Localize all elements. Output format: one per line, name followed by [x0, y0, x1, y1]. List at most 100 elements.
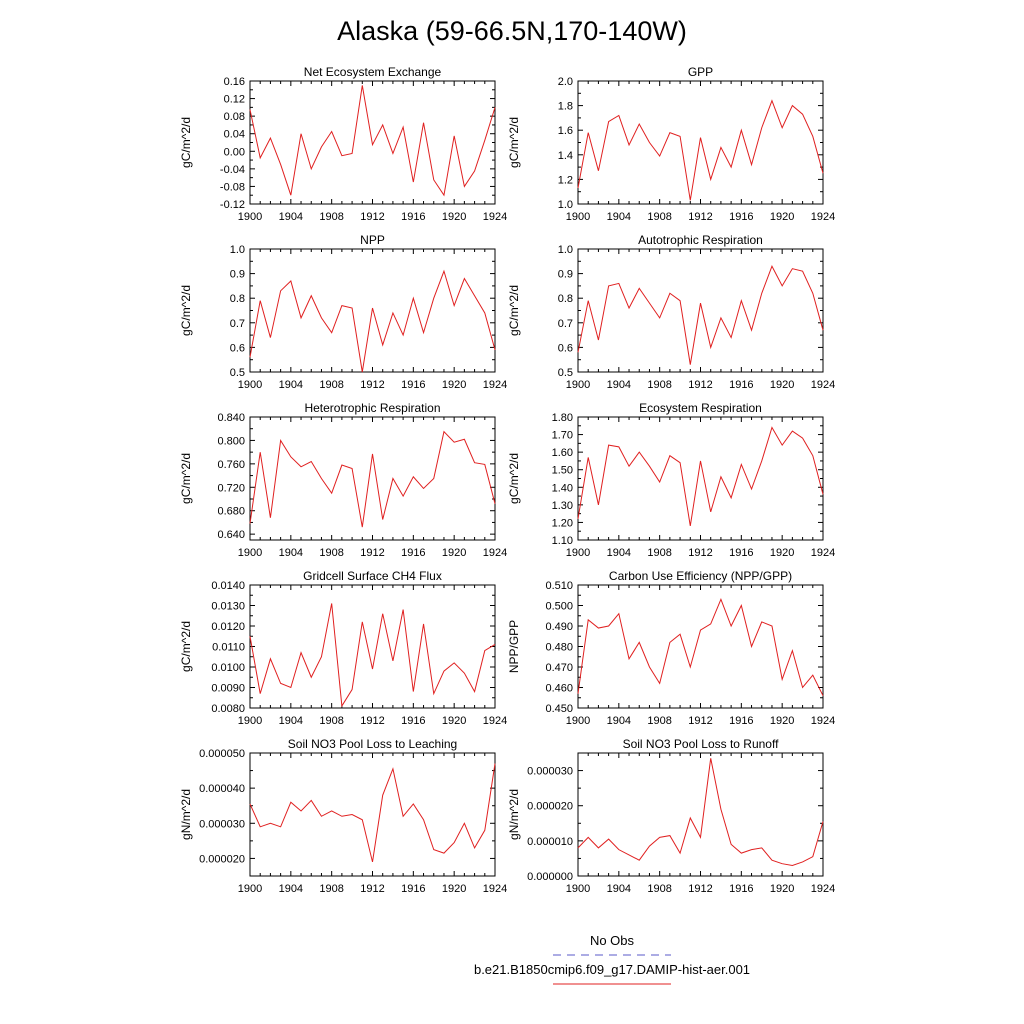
panel-10-frame [577, 752, 824, 877]
panel-4-xtick-label: 1924 [811, 379, 835, 391]
panel-8-xtick-label: 1924 [811, 715, 835, 727]
panel-7-xtick-label: 1916 [401, 715, 425, 727]
panel-1-ytick-label: 0.12 [224, 94, 245, 106]
panel-9-xtick-label: 1908 [319, 883, 343, 895]
panel-4-xtick-label: 1904 [607, 379, 631, 391]
panel-4-title: Autotrophic Respiration [638, 233, 763, 247]
panel-9-xtick-label: 1900 [238, 883, 262, 895]
panel-2-xtick-label: 1912 [688, 211, 712, 223]
panel-9-ytick-label: 0.000020 [199, 853, 245, 865]
figure-title: Alaska (59-66.5N,170-140W) [337, 16, 687, 46]
panel-1-xtick-label: 1908 [319, 211, 343, 223]
panel-4-xtick-label: 1908 [647, 379, 671, 391]
panel-8-ytick-label: 0.460 [545, 683, 573, 695]
panel-10-ytick-label: 0.000030 [527, 766, 573, 778]
panel-2-ytick-label: 1.0 [558, 199, 573, 211]
panel-7-xtick-label: 1924 [483, 715, 507, 727]
panel-5-xtick-label: 1924 [483, 547, 507, 559]
panel-6-ytick-label: 1.20 [552, 517, 573, 529]
panel-6-xtick-label: 1912 [688, 547, 712, 559]
panel-4-xtick-label: 1912 [688, 379, 712, 391]
panel-10-xtick-label: 1924 [811, 883, 835, 895]
panel-1-xtick-label: 1920 [442, 211, 466, 223]
panel-5-ytick-label: 0.640 [217, 529, 245, 541]
panel-6: Ecosystem Respiration gC/m^2/d 1900 1904 190… [507, 401, 835, 559]
panel-4-xtick-label: 1920 [770, 379, 794, 391]
panel-8-xtick-label: 1920 [770, 715, 794, 727]
panel-2-title: GPP [688, 65, 713, 79]
panel-4-xtick-label: 1900 [566, 379, 590, 391]
panel-3-ytick-label: 0.7 [230, 318, 245, 330]
panel-1-ytick-label: -0.12 [220, 199, 245, 211]
panel-2-ytick-label: 1.4 [558, 150, 573, 162]
panel-1-ylabel: gC/m^2/d [179, 117, 193, 168]
panel-5-xtick-label: 1904 [279, 547, 303, 559]
panel-6-xtick-label: 1900 [566, 547, 590, 559]
panel-3-xtick-label: 1920 [442, 379, 466, 391]
panel-1-xtick-label: 1924 [483, 211, 507, 223]
panel-6-frame [577, 416, 824, 541]
panel-5-xtick-label: 1920 [442, 547, 466, 559]
panel-1-ytick-label: -0.04 [220, 164, 245, 176]
panel-9-ytick-label: 0.000030 [199, 818, 245, 830]
panel-5-xtick-label: 1900 [238, 547, 262, 559]
panel-7-ytick-label: 0.0140 [211, 580, 245, 592]
panel-4-ytick-label: 0.7 [558, 318, 573, 330]
panel-6-xtick-label: 1904 [607, 547, 631, 559]
panel-9-xtick-label: 1912 [360, 883, 384, 895]
panel-3-series-line [249, 269, 496, 373]
panel-3-ytick-label: 0.6 [230, 342, 245, 354]
panel-7-xtick-label: 1920 [442, 715, 466, 727]
panel-6-ytick-label: 1.30 [552, 500, 573, 512]
panel-10-ytick-label: 0.000010 [527, 836, 573, 848]
panel-2-series-line [577, 99, 824, 201]
panel-8-xtick-label: 1916 [729, 715, 753, 727]
panel-6-title: Ecosystem Respiration [639, 401, 762, 415]
panel-5-ytick-label: 0.720 [217, 482, 245, 494]
panel-8-ytick-label: 0.450 [545, 703, 573, 715]
panel-9-xtick-label: 1904 [279, 883, 303, 895]
panel-2-ytick-label: 1.2 [558, 174, 573, 186]
panel-8-xtick-label: 1908 [647, 715, 671, 727]
panel-7-title: Gridcell Surface CH4 Flux [303, 569, 442, 583]
panel-1-ytick-label: -0.08 [220, 181, 245, 193]
panel-7-ytick-label: 0.0120 [211, 621, 245, 633]
panel-1-ytick-label: 0.00 [224, 146, 245, 158]
panel-2-ytick-label: 1.8 [558, 101, 573, 113]
panel-2-ytick-label: 1.6 [558, 125, 573, 137]
panel-2-xtick-label: 1924 [811, 211, 835, 223]
panel-5-frame [249, 416, 496, 541]
panel-4: Autotrophic Respiration gC/m^2/d 1900 1904 1… [507, 233, 835, 391]
panel-7-xtick-label: 1908 [319, 715, 343, 727]
panel-5-ytick-label: 0.680 [217, 506, 245, 518]
panel-7-xtick-label: 1904 [279, 715, 303, 727]
panel-2-ylabel: gC/m^2/d [507, 117, 521, 168]
panel-8-ytick-label: 0.490 [545, 621, 573, 633]
panel-2-xtick-label: 1908 [647, 211, 671, 223]
panel-4-ytick-label: 0.5 [558, 367, 573, 379]
panel-7-ytick-label: 0.0090 [211, 683, 245, 695]
panel-8-xtick-label: 1900 [566, 715, 590, 727]
panel-4-xtick-label: 1916 [729, 379, 753, 391]
panel-7-xtick-label: 1912 [360, 715, 384, 727]
panel-7-xtick-label: 1900 [238, 715, 262, 727]
legend-label-model-run: b.e21.B1850cmip6.f09_g17.DAMIP-hist-aer.… [474, 962, 750, 977]
panel-6-xtick-label: 1916 [729, 547, 753, 559]
panel-6-ylabel: gC/m^2/d [507, 453, 521, 504]
panel-10-series-line [577, 758, 824, 866]
panel-6-ytick-label: 1.60 [552, 447, 573, 459]
panel-9-ytick-label: 0.000050 [199, 748, 245, 760]
panel-4-ytick-label: 1.0 [558, 244, 573, 256]
panel-9: Soil NO3 Pool Loss to Leaching gN/m^2/d 19… [179, 737, 507, 895]
panel-10-xtick-label: 1908 [647, 883, 671, 895]
panel-2: GPP gC/m^2/d 1900 1904 1908 1912 1916 1920 1924 1… [507, 65, 835, 223]
panel-3-xtick-label: 1904 [279, 379, 303, 391]
panel-1-ytick-label: 0.16 [224, 76, 245, 88]
panel-1-xtick-label: 1904 [279, 211, 303, 223]
panel-9-xtick-label: 1924 [483, 883, 507, 895]
panel-2-frame [577, 80, 824, 205]
panel-9-ylabel: gN/m^2/d [179, 789, 193, 840]
panel-3-title: NPP [360, 233, 385, 247]
panel-2-xtick-label: 1904 [607, 211, 631, 223]
panel-4-ytick-label: 0.8 [558, 293, 573, 305]
